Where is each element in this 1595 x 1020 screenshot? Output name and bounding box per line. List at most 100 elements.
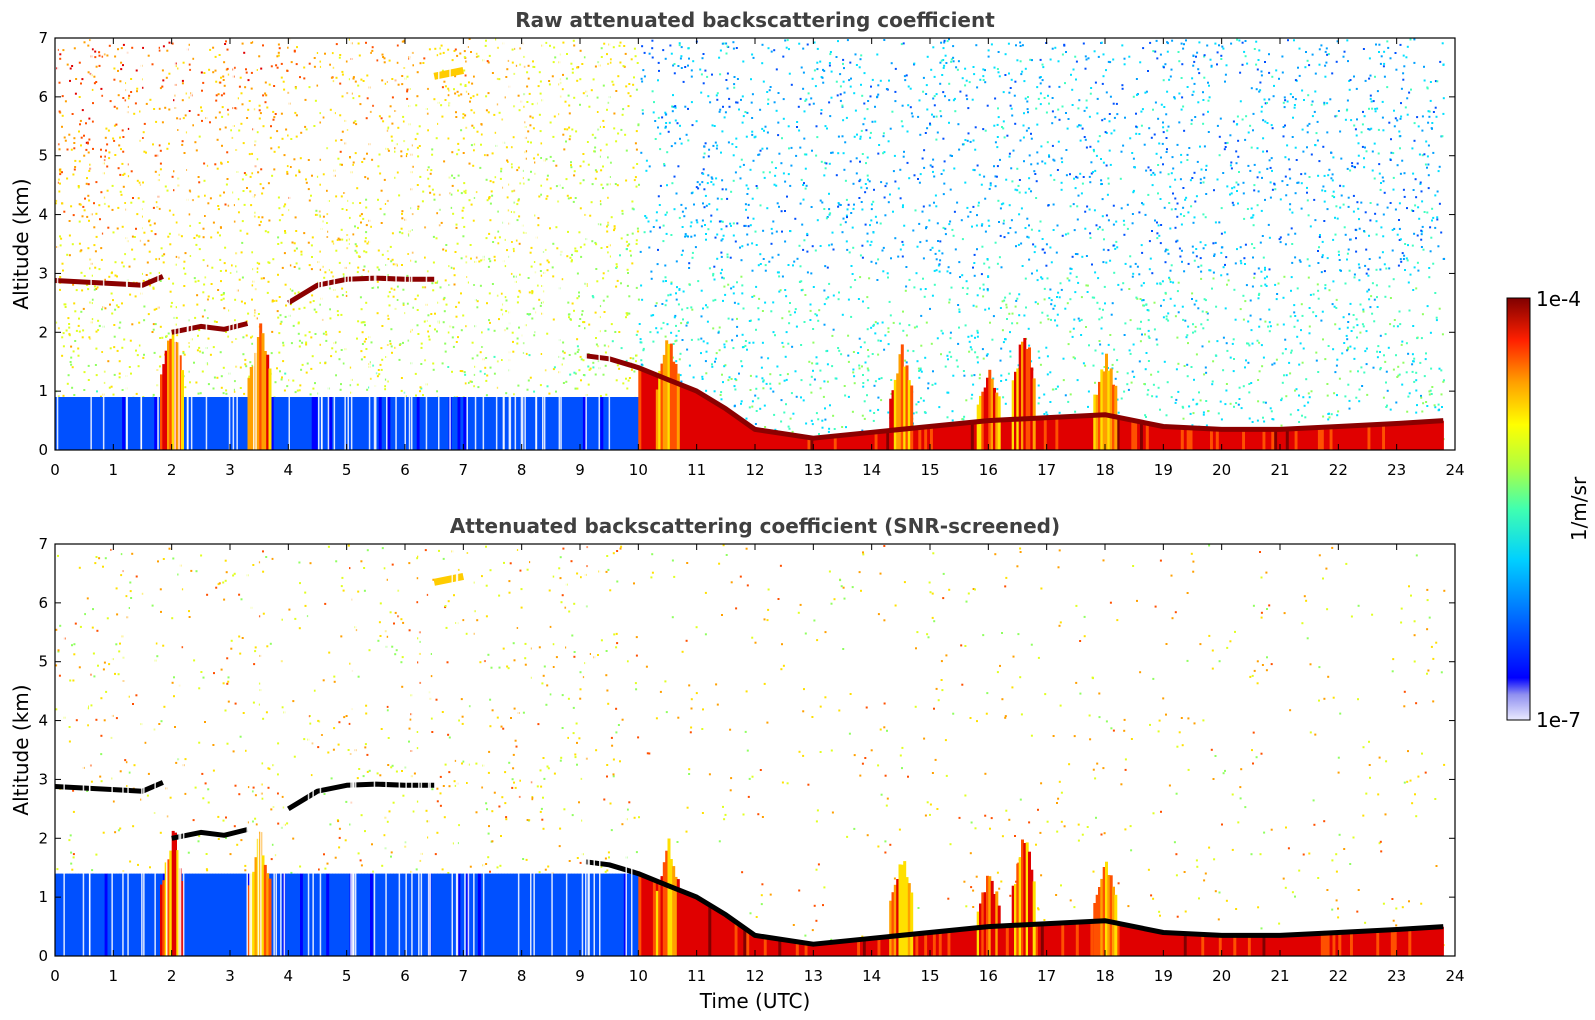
y-tick-label: 0 — [38, 441, 48, 459]
x-tick-label: 13 — [804, 967, 823, 985]
plume-column-3 — [889, 900, 893, 956]
plume-column-2 — [669, 859, 673, 956]
colorbar-gradient — [1506, 297, 1531, 721]
x-tick-label: 12 — [745, 967, 764, 985]
cloud-layer-0 — [55, 780, 164, 794]
colorbar-unit-label: 1/m/sr — [1567, 476, 1591, 541]
x-tick-label: 2 — [167, 967, 177, 985]
x-tick-label: 5 — [342, 461, 352, 479]
panel1-y-ticks: 0 1 2 3 4 5 6 7 — [38, 29, 1455, 459]
x-tick-label: 22 — [1329, 967, 1348, 985]
cloud-layer-4 — [585, 859, 1444, 947]
plume-column-3 — [910, 385, 914, 450]
plume-column-1 — [256, 337, 260, 450]
x-tick-label: 6 — [400, 461, 410, 479]
x-tick-label: 19 — [1154, 461, 1173, 479]
plume-column-0 — [169, 338, 173, 450]
x-tick-label: 20 — [1212, 461, 1231, 479]
plume-column-1 — [268, 878, 272, 956]
y-tick-label: 1 — [38, 382, 48, 400]
plume-column-3 — [900, 864, 904, 956]
colorbar: 1e-4 1e-7 1/m/sr — [1506, 287, 1591, 732]
plume-column-5 — [1018, 344, 1022, 450]
panel1-plot-area — [55, 38, 1446, 450]
y-tick-label: 5 — [38, 653, 48, 671]
x-tick-label: 18 — [1095, 967, 1114, 985]
x-tick-label: 20 — [1212, 967, 1231, 985]
plume-column-1 — [254, 857, 258, 956]
x-tick-label: 23 — [1387, 461, 1406, 479]
plume-column-0 — [176, 342, 180, 450]
plume-column-2 — [660, 363, 664, 450]
panel2-ylabel: Altitude (km) — [9, 684, 33, 815]
plume-column-3 — [898, 354, 902, 450]
x-tick-label: 24 — [1445, 461, 1464, 479]
x-tick-label: 0 — [50, 967, 60, 985]
cloud-layer-1 — [171, 827, 249, 841]
plume-column-6 — [1095, 394, 1099, 450]
plume-column-4 — [986, 377, 989, 450]
plume-column-6 — [1109, 368, 1113, 450]
x-tick-label: 7 — [459, 967, 469, 985]
plume-column-6 — [1095, 894, 1099, 956]
plume-column-6 — [1105, 353, 1108, 450]
plume-column-3 — [907, 380, 911, 450]
plume-column-2 — [658, 881, 662, 956]
plume-column-2 — [676, 879, 680, 956]
x-tick-label: 17 — [1037, 967, 1056, 985]
x-tick-label: 14 — [862, 967, 881, 985]
plume-column-1 — [266, 354, 270, 450]
plume-column-5 — [1014, 371, 1017, 450]
plume-column-0 — [171, 329, 175, 450]
plume-column-5 — [1023, 843, 1027, 956]
plume-column-5 — [1023, 338, 1027, 450]
plume-column-0 — [176, 850, 180, 956]
plume-column-2 — [662, 354, 666, 450]
snr-screened-panel: Attenuated backscattering coefficient (S… — [9, 514, 1465, 1013]
plume-column-5 — [1014, 884, 1017, 956]
plume-column-3 — [910, 892, 914, 956]
x-tick-label: 17 — [1037, 461, 1056, 479]
x-tick-label: 6 — [400, 967, 410, 985]
plume-column-6 — [1093, 394, 1097, 450]
plume-column-3 — [903, 861, 907, 956]
plume-column-2 — [665, 340, 669, 450]
plume-column-5 — [1030, 869, 1034, 956]
cloud-layer-0 — [55, 274, 164, 288]
plume-column-2 — [669, 343, 673, 450]
x-tick-label: 9 — [575, 967, 585, 985]
x-tick-label: 8 — [517, 461, 527, 479]
x-tick-label: 18 — [1095, 461, 1114, 479]
plume-column-4 — [976, 911, 980, 956]
y-tick-label: 6 — [38, 594, 48, 612]
x-tick-label: 1 — [109, 461, 119, 479]
plume-column-1 — [268, 368, 272, 450]
plume-column-2 — [676, 373, 680, 450]
plume-column-2 — [674, 876, 678, 956]
missing-profiles — [63, 544, 633, 956]
panel2-x-ticks: 0 1 2 3 4 5 6 7 8 9 10 11 12 13 14 15 16 17 18 19 20 21 22 23 24 — [50, 544, 1465, 985]
y-tick-label: 2 — [38, 829, 48, 847]
y-tick-label: 1 — [38, 888, 48, 906]
x-tick-label: 4 — [284, 967, 294, 985]
plume-column-0 — [167, 340, 170, 450]
plume-column-2 — [672, 361, 676, 450]
x-tick-label: 24 — [1445, 967, 1464, 985]
x-tick-label: 22 — [1329, 461, 1348, 479]
plume-column-1 — [249, 367, 253, 450]
plume-column-4 — [997, 905, 1001, 956]
plume-column-1 — [261, 333, 265, 450]
plume-column-6 — [1100, 878, 1104, 956]
plume-column-3 — [903, 366, 907, 450]
raw-backscatter-panel: Raw attenuated backscattering coefficien… — [9, 8, 1465, 479]
x-tick-label: 15 — [920, 461, 939, 479]
plume-column-5 — [1032, 378, 1036, 450]
x-tick-label: 21 — [1270, 967, 1289, 985]
panel1-title: Raw attenuated backscattering coefficien… — [515, 8, 995, 32]
y-tick-label: 7 — [38, 29, 48, 47]
plume-column-0 — [162, 364, 166, 450]
plume-column-0 — [164, 350, 168, 450]
x-tick-label: 23 — [1387, 967, 1406, 985]
x-tick-label: 15 — [920, 967, 939, 985]
